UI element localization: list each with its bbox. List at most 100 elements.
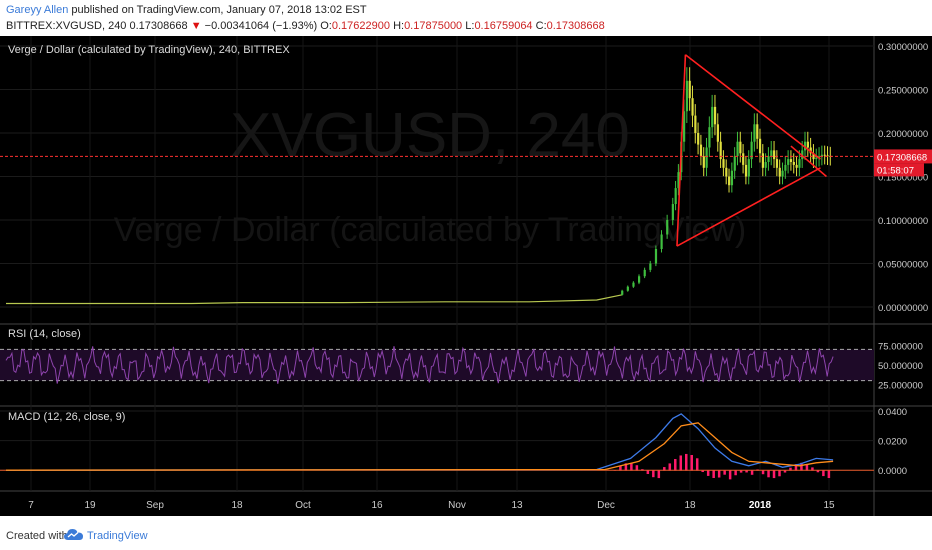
candle-body: [716, 124, 719, 142]
symbol-label: BITTREX:XVGUSD, 240: [6, 20, 127, 32]
time-tick-label: 7: [28, 500, 34, 511]
candle-body: [683, 111, 686, 142]
candle-body: [756, 124, 759, 139]
macd-histogram-bar: [706, 470, 710, 476]
macd-histogram-bar: [805, 464, 809, 471]
candle-body: [775, 159, 779, 168]
candle-body: [753, 124, 756, 142]
rsi-title: RSI (14, close): [8, 328, 81, 340]
macd-histogram-bar: [800, 462, 803, 471]
price-tick-label: 0.00000000: [878, 303, 928, 314]
chart-canvas[interactable]: XVGUSD, 240 Verge / Dollar (calculated b…: [0, 36, 932, 516]
time-tick-label: Sep: [146, 500, 164, 511]
tradingview-link[interactable]: TradingView: [87, 530, 148, 542]
macd-histogram-bar: [723, 470, 726, 475]
candle-body: [747, 159, 750, 177]
candle-body: [685, 80, 689, 112]
macd-histogram-bar: [619, 466, 622, 471]
triangle-edges: [676, 54, 821, 247]
macd-histogram-bar: [728, 470, 732, 480]
candle-body: [758, 138, 762, 154]
last-price-marker: 0.17308668 01:58:07: [0, 149, 932, 177]
last-price-label: 0.17308668: [877, 152, 927, 163]
macd-title: MACD (12, 26, close, 9): [8, 411, 125, 423]
macd-tick-label: 0.0000: [878, 466, 907, 477]
candle-body: [739, 141, 742, 154]
candle-body: [815, 157, 818, 160]
signal-line: [5, 422, 834, 471]
macd-histogram-bar: [712, 470, 715, 478]
price-tick-label: 0.30000000: [878, 42, 928, 53]
candle-body: [770, 150, 773, 157]
chart-area[interactable]: XVGUSD, 240 Verge / Dollar (calculated b…: [0, 36, 932, 516]
candle-body: [778, 167, 781, 177]
footer: Created with TradingView: [0, 520, 932, 550]
time-tick-label: 15: [823, 500, 835, 511]
candle-body: [767, 156, 770, 162]
candle-body: [621, 290, 624, 295]
candle-body: [773, 150, 776, 160]
candle-body: [728, 176, 731, 186]
open-label: O:: [320, 20, 332, 32]
candle-body: [792, 162, 795, 165]
candle-body: [674, 188, 677, 205]
macd-histogram-bar: [789, 467, 792, 471]
macd-histogram-bar: [646, 470, 650, 475]
candle-body: [795, 164, 798, 168]
created-with-label: Created with: [6, 530, 68, 542]
macd-histogram-bar: [827, 470, 831, 479]
price-axis-ticks: 0.30000000 0.25000000 0.20000000 0.15000000…: [878, 42, 928, 477]
price-change: −0.00341064 (−1.93%): [204, 20, 318, 32]
macd-histogram-bar: [652, 470, 655, 478]
macd-histogram-bar: [635, 465, 639, 471]
candle-body: [750, 141, 753, 160]
macd-histogram-bar: [690, 455, 693, 471]
candle-body: [823, 154, 826, 156]
candle-body: [694, 115, 697, 133]
time-tick-label: Nov: [448, 500, 466, 511]
countdown-label: 01:58:07: [877, 165, 914, 176]
price-tick-label: 0.05000000: [878, 260, 928, 271]
rsi-tick-label: 75.000000: [878, 342, 923, 353]
triangle-pattern: [676, 54, 827, 247]
candle-body: [784, 164, 787, 171]
time-tick-label: 18: [231, 500, 243, 511]
macd-histogram-bar: [717, 470, 721, 478]
down-arrow-icon: ▼: [190, 20, 202, 32]
candle-body: [787, 159, 790, 165]
candle-body: [677, 172, 680, 189]
candle-body: [643, 269, 646, 277]
macd-histogram-bar: [822, 470, 825, 477]
author-link[interactable]: Gareyy Allen: [6, 4, 69, 16]
candle-body: [798, 159, 801, 168]
macd-histogram-bar: [701, 470, 704, 473]
quote-line: BITTREX:XVGUSD, 240 0.17308668 ▼ −0.0034…: [6, 20, 605, 32]
time-tick-label: 13: [511, 500, 523, 511]
macd-histogram-bar: [745, 470, 748, 473]
candle-body: [638, 276, 641, 283]
candle-body: [789, 159, 793, 162]
price-tick-label: 0.25000000: [878, 86, 928, 97]
macd-histogram-bar: [734, 470, 737, 476]
macd-histogram-bar: [739, 470, 743, 473]
close-label: C:: [535, 20, 547, 32]
candle-body: [671, 204, 674, 220]
publish-line: Gareyy Allen published on TradingView.co…: [6, 4, 367, 16]
macd-histogram-bar: [663, 467, 666, 471]
macd-series: [0, 413, 874, 480]
macd-histogram-bar: [657, 470, 661, 479]
macd-histogram-bar: [794, 464, 798, 471]
macd-histogram-bar: [750, 470, 754, 475]
triangle-left-edge: [676, 54, 687, 247]
publish-header: Gareyy Allen published on TradingView.co…: [0, 0, 932, 36]
candle-body: [806, 141, 809, 148]
candle-body: [742, 153, 745, 165]
high-value: 0.17875000: [404, 20, 463, 32]
candle-body: [722, 159, 725, 168]
candle-body: [736, 141, 739, 157]
time-tick-label: 16: [371, 500, 383, 511]
last-price: 0.17308668: [129, 20, 188, 32]
candle-body: [781, 170, 784, 177]
tradingview-cloud-icon: [64, 529, 83, 540]
candle-body: [725, 167, 728, 177]
